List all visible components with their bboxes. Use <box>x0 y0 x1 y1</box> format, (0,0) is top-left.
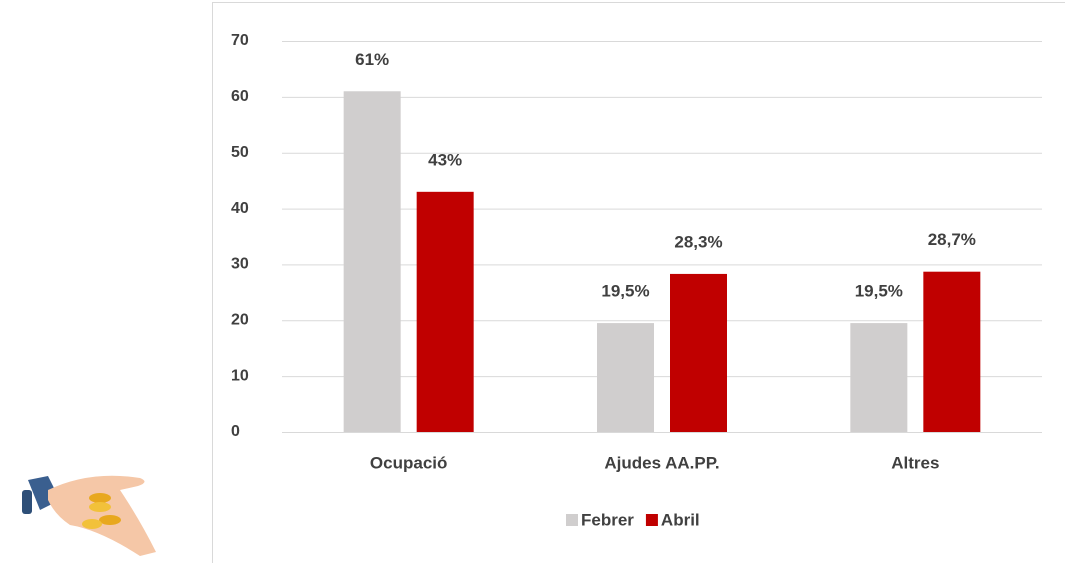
y-tick-label: 10 <box>231 367 249 384</box>
bar <box>597 323 654 432</box>
y-tick-label: 30 <box>231 256 249 273</box>
value-label: 28,7% <box>928 230 976 249</box>
legend-label: Abril <box>661 510 700 529</box>
legend-swatch <box>646 514 658 526</box>
bar <box>850 323 907 432</box>
value-label: 19,5% <box>601 282 649 301</box>
y-tick-label: 50 <box>231 144 249 161</box>
bar <box>344 91 401 432</box>
x-tick-label: Altres <box>891 453 939 472</box>
legend-swatch <box>566 514 578 526</box>
value-label: 43% <box>428 150 462 169</box>
x-tick-label: Ocupació <box>370 453 447 472</box>
value-label: 19,5% <box>855 282 903 301</box>
value-label: 61% <box>355 50 389 69</box>
y-tick-label: 20 <box>231 312 249 329</box>
y-tick-label: 60 <box>231 88 249 105</box>
bar <box>670 274 727 432</box>
bar <box>923 272 980 432</box>
legend-label: Febrer <box>581 510 634 529</box>
value-label: 28,3% <box>674 232 722 251</box>
hand-icon <box>22 476 156 556</box>
y-tick-label: 70 <box>231 32 249 49</box>
chart: 0 10 20 30 40 50 60 70 Ocupació 61% 43% Ajudes AA.P… <box>0 0 1065 563</box>
y-tick-label: 0 <box>231 423 240 440</box>
y-tick-label: 40 <box>231 200 249 217</box>
x-tick-label: Ajudes AA.PP. <box>604 453 719 472</box>
bar <box>417 192 474 432</box>
